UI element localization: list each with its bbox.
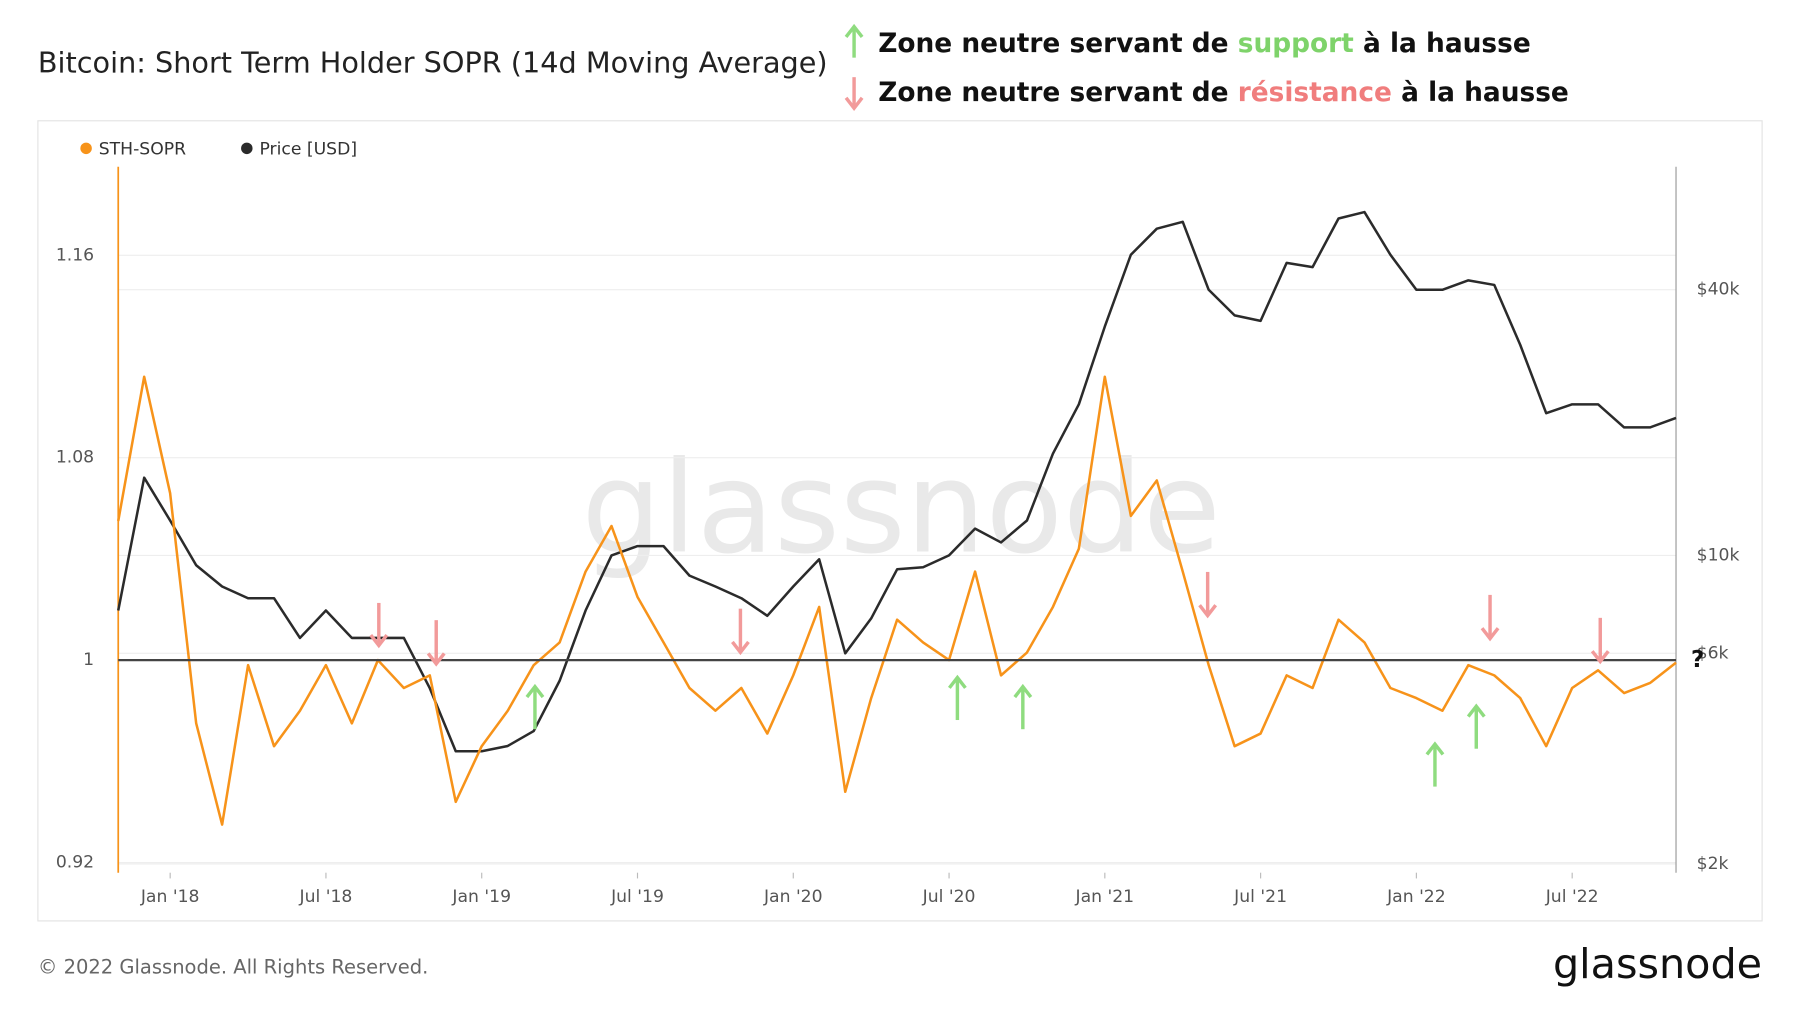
support-arrow (525, 683, 545, 730)
arrow-head (369, 634, 389, 649)
legend-label: Price [USD] (259, 139, 357, 159)
chart-title: Bitcoin: Short Term Holder SOPR (14d Mov… (38, 46, 828, 80)
arrow-head (948, 674, 967, 689)
y2-tick-label: $40k (1697, 280, 1740, 300)
note-part: à la hausse (1401, 77, 1569, 108)
arrow-head (1198, 604, 1218, 619)
x-tick-label: Jul '20 (922, 887, 976, 907)
y-tick-label: 1.16 (56, 245, 94, 265)
note-part: à la hausse (1363, 27, 1531, 58)
resistance-arrow (1590, 617, 1610, 665)
legend-swatch (80, 142, 92, 155)
plot: 0.92 1 1.08 1.16 $2k $6k $10k $40k Jan '18 Jul '1… (56, 139, 1740, 906)
support-arrow (948, 674, 967, 721)
resistance-arrow (1480, 594, 1500, 642)
arrow-head (525, 683, 545, 699)
x-tick-label: Jul '18 (299, 887, 353, 907)
x-tick-label: Jan '18 (140, 887, 200, 907)
y-tick-label: 1 (83, 650, 94, 670)
annotation-arrows (369, 571, 1610, 787)
support-arrow (1013, 683, 1033, 730)
legend-label: STH-SOPR (99, 139, 186, 159)
watermark: glassnode (581, 434, 1220, 581)
arrow-head (731, 640, 750, 656)
note-part: Zone neutre servant de (878, 27, 1228, 58)
resistance-arrow (1198, 571, 1218, 619)
arrow-head (1425, 741, 1445, 756)
resistance-note: Zone neutre servant de résistance à la h… (878, 77, 1569, 108)
footer: © 2022 Glassnode. All Rights Reserved. (38, 955, 428, 978)
question-mark: ? (1691, 647, 1704, 673)
x-tick-label: Jan '21 (1075, 887, 1135, 907)
arrow-head (1466, 703, 1486, 718)
resistance-arrow (426, 620, 446, 667)
note-keyword: résistance (1238, 77, 1392, 108)
support-arrow (1466, 703, 1486, 749)
y2-tick-label: $10k (1697, 545, 1740, 565)
resistance-arrow (731, 608, 750, 656)
y2-tick-label: $6k (1697, 643, 1729, 663)
arrow-head (426, 652, 446, 667)
y-tick-label: 1.08 (56, 448, 94, 468)
y2-tick-label: $2k (1697, 854, 1729, 874)
x-tick-label: Jan '19 (451, 887, 511, 907)
header-support-arrow (844, 23, 864, 58)
header-resistance-arrow (844, 77, 864, 111)
note-part: Zone neutre servant de (878, 77, 1228, 108)
x-tick-label: Jan '20 (763, 887, 823, 907)
legend-swatch (241, 142, 253, 155)
support-note: Zone neutre servant de support à la haus… (878, 27, 1531, 58)
chart-frame (37, 120, 1763, 922)
x-tick-label: Jul '22 (1545, 887, 1599, 907)
x-tick-label: Jul '19 (610, 887, 664, 907)
support-arrow (1425, 741, 1445, 787)
logo: glassnode (1553, 940, 1762, 988)
x-tick-label: Jan '22 (1386, 887, 1446, 907)
x-tick-label: Jul '21 (1233, 887, 1287, 907)
arrow-head (1480, 627, 1500, 642)
arrow-head (1013, 683, 1033, 699)
resistance-arrow (369, 602, 389, 649)
arrow-head (1590, 650, 1610, 665)
y-tick-label: 0.92 (56, 853, 94, 873)
note-keyword: support (1238, 27, 1354, 58)
